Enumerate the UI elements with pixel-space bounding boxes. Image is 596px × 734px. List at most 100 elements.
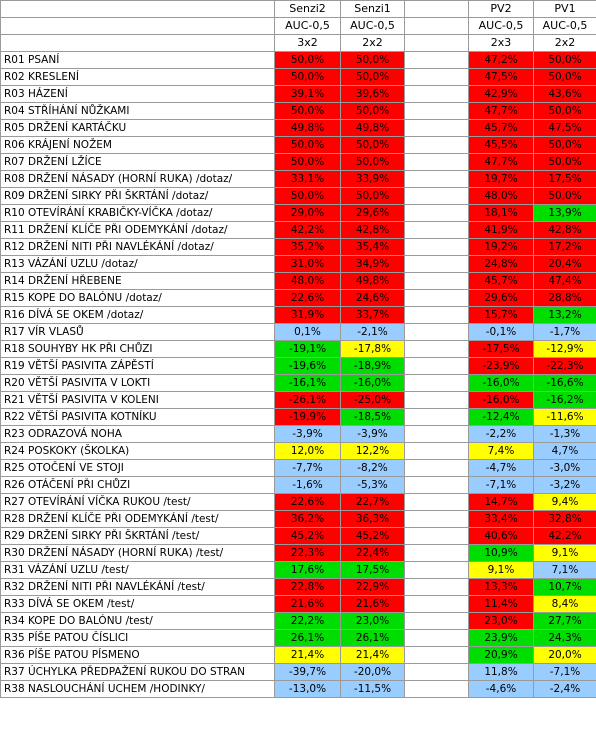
cell-pv1: -22,3%	[533, 357, 596, 375]
cell-senzi1: 17,5%	[340, 561, 405, 579]
table-row: R16 DÍVÁ SE OKEM /dotaz/31,9% 33,7% 15,7% 1…	[0, 306, 596, 324]
header-pv1: PV1	[533, 0, 596, 18]
gap-cell	[404, 646, 469, 664]
row-label: R12 DRŽENÍ NITI PŘI NAVLÉKÁNÍ /dotaz/	[0, 238, 275, 256]
cell-pv1: -2,4%	[533, 680, 596, 698]
cell-senzi1: 22,7%	[340, 493, 405, 511]
cell-senzi2: -19,9%	[274, 408, 341, 426]
gap-cell	[404, 425, 469, 443]
gap-cell	[404, 136, 469, 154]
row-label: R31 VÁZÁNÍ UZLU /test/	[0, 561, 275, 579]
gap-cell	[404, 561, 469, 579]
cell-pv2: 10,9%	[468, 544, 534, 562]
cell-pv1: 50,0%	[533, 153, 596, 171]
row-label: R04 STŘÍHÁNÍ NŮŽKAMI	[0, 102, 275, 120]
cell-pv2: 23,9%	[468, 629, 534, 647]
row-label: R14 DRŽENÍ HŘEBENE	[0, 272, 275, 290]
cell-senzi1: 50,0%	[340, 153, 405, 171]
row-label: R25 OTOČENÍ VE STOJI	[0, 459, 275, 477]
table-row: R24 POSKOKY (ŠKOLKA) 12,0% 12,2% 7,4% 4,7%	[0, 442, 596, 460]
header-size-senzi1: 2x2	[340, 34, 405, 52]
cell-pv1: 20,4%	[533, 255, 596, 273]
cell-senzi1: 50,0%	[340, 68, 405, 86]
cell-pv2: 47,7%	[468, 102, 534, 120]
table-row: R08 DRŽENÍ NÁSADY (HORNÍ RUKA) /dotaz/33…	[0, 170, 596, 188]
cell-pv2: -16,0%	[468, 374, 534, 392]
cell-senzi1: 49,8%	[340, 119, 405, 137]
row-label: R07 DRŽENÍ LŽÍCE	[0, 153, 275, 171]
gap-cell	[404, 476, 469, 494]
cell-senzi1: 34,9%	[340, 255, 405, 273]
cell-senzi1: -16,0%	[340, 374, 405, 392]
row-label: R10 OTEVÍRÁNÍ KRABIČKY-VÍČKA /dotaz/	[0, 204, 275, 222]
cell-senzi1: 42,8%	[340, 221, 405, 239]
row-label: R01 PSANÍ	[0, 51, 275, 69]
cell-pv1: 47,4%	[533, 272, 596, 290]
cell-pv1: 27,7%	[533, 612, 596, 630]
cell-senzi2: 50,0%	[274, 153, 341, 171]
gap-cell	[404, 187, 469, 205]
row-label: R29 DRŽENÍ SIRKY PŘI ŠKRTÁNÍ /test/	[0, 527, 275, 545]
cell-senzi2: 12,0%	[274, 442, 341, 460]
cell-pv1: 43,6%	[533, 85, 596, 103]
header-row-1: Senzi2 Senzi1 PV2 PV1	[0, 0, 596, 18]
cell-senzi1: 12,2%	[340, 442, 405, 460]
cell-pv2: -0,1%	[468, 323, 534, 341]
gap-cell	[404, 153, 469, 171]
gap-cell	[404, 255, 469, 273]
cell-pv1: -16,2%	[533, 391, 596, 409]
cell-pv2: 47,7%	[468, 153, 534, 171]
cell-senzi1: 22,9%	[340, 578, 405, 596]
table-row: R18 SOUHYBY HK PŘI CHŮZI -19,1% -17,8% -17,…	[0, 340, 596, 358]
cell-senzi2: 49,8%	[274, 119, 341, 137]
cell-senzi2: 50,0%	[274, 68, 341, 86]
table-row: R21 VĚTŠÍ PASIVITA V KOLENI -26,1% -25,0% -…	[0, 391, 596, 409]
table-row: R09 DRŽENÍ SIRKY PŘI ŠKRTÁNÍ /dotaz/50,0…	[0, 187, 596, 205]
cell-pv1: 50,0%	[533, 68, 596, 86]
gap-cell	[404, 595, 469, 613]
cell-senzi2: -39,7%	[274, 663, 341, 681]
cell-pv2: 45,5%	[468, 136, 534, 154]
cell-senzi2: 31,9%	[274, 306, 341, 324]
cell-senzi2: 36,2%	[274, 510, 341, 528]
gap-cell	[404, 442, 469, 460]
auc-table: Senzi2 Senzi1 PV2 PV1 AUC-0,5 AUC-0,5 AU…	[0, 0, 596, 698]
cell-pv2: -2,2%	[468, 425, 534, 443]
table-row: R26 OTÁČENÍ PŘI CHŮZI -1,6% -5,3% -7,1% -3,2…	[0, 476, 596, 494]
cell-senzi2: 26,1%	[274, 629, 341, 647]
header-gap	[404, 34, 469, 52]
cell-senzi2: 22,6%	[274, 493, 341, 511]
gap-cell	[404, 663, 469, 681]
cell-pv1: 50,0%	[533, 51, 596, 69]
header-gap	[404, 0, 469, 18]
cell-pv1: 50,0%	[533, 187, 596, 205]
cell-senzi1: 39,6%	[340, 85, 405, 103]
header-size-senzi2: 3x2	[274, 34, 341, 52]
gap-cell	[404, 221, 469, 239]
cell-senzi2: 50,0%	[274, 102, 341, 120]
cell-pv1: 50,0%	[533, 102, 596, 120]
row-label: R09 DRŽENÍ SIRKY PŘI ŠKRTÁNÍ /dotaz/	[0, 187, 275, 205]
table-row: R30 DRŽENÍ NÁSADY (HORNÍ RUKA) /test/22,…	[0, 544, 596, 562]
cell-senzi1: 29,6%	[340, 204, 405, 222]
cell-pv1: 9,1%	[533, 544, 596, 562]
cell-pv2: -12,4%	[468, 408, 534, 426]
cell-pv1: 20,0%	[533, 646, 596, 664]
cell-senzi2: 33,1%	[274, 170, 341, 188]
table-row: R13 VÁZÁNÍ UZLU /dotaz/31,0% 34,9% 24,8% 20…	[0, 255, 596, 273]
row-label: R30 DRŽENÍ NÁSADY (HORNÍ RUKA) /test/	[0, 544, 275, 562]
cell-pv1: -16,6%	[533, 374, 596, 392]
cell-senzi2: -19,1%	[274, 340, 341, 358]
row-label: R13 VÁZÁNÍ UZLU /dotaz/	[0, 255, 275, 273]
cell-senzi2: 31,0%	[274, 255, 341, 273]
table-row: R27 OTEVÍRÁNÍ VÍČKA RUKOU /test/22,6% 22,…	[0, 493, 596, 511]
cell-pv2: -4,6%	[468, 680, 534, 698]
cell-senzi1: 45,2%	[340, 527, 405, 545]
table-row: R03 HÁZENÍ 39,1% 39,6% 42,9% 43,6%	[0, 85, 596, 103]
cell-senzi2: 17,6%	[274, 561, 341, 579]
cell-pv2: 9,1%	[468, 561, 534, 579]
table-row: R14 DRŽENÍ HŘEBENE 48,0% 49,8% 45,7% 47,4%	[0, 272, 596, 290]
header-gap	[404, 17, 469, 35]
cell-pv2: 47,2%	[468, 51, 534, 69]
gap-cell	[404, 119, 469, 137]
